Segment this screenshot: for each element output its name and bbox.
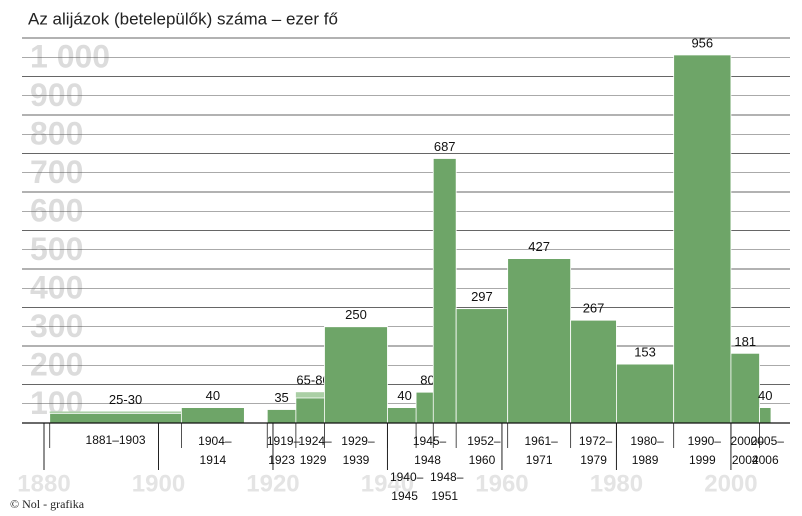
- value-label: 687: [434, 139, 456, 154]
- category-label: 1914: [200, 453, 227, 467]
- category-label: 1961–: [524, 434, 558, 448]
- category-label: 1980–: [630, 434, 664, 448]
- value-label: 40: [397, 388, 411, 403]
- category-label: 2000–: [731, 434, 765, 448]
- y-tick-label: 900: [30, 77, 83, 113]
- x-tick-label: 2000: [704, 470, 757, 497]
- value-label: 40: [206, 388, 220, 403]
- category-label: 2006: [752, 453, 779, 467]
- bar: [324, 326, 388, 424]
- y-tick-label: 300: [30, 308, 83, 344]
- value-label: 250: [345, 307, 367, 322]
- category-label: 1919–: [267, 434, 301, 448]
- value-label: 297: [471, 289, 493, 304]
- value-label: 35: [274, 390, 288, 405]
- value-label: 153: [634, 345, 656, 360]
- y-tick-label: 600: [30, 192, 83, 228]
- y-tick-label: 800: [30, 115, 83, 151]
- y-tick-label: 200: [30, 346, 83, 382]
- category-label: 2005–: [751, 434, 785, 448]
- category-label: 1904–: [198, 434, 232, 448]
- bar: [616, 363, 675, 424]
- category-label: 1939: [343, 453, 370, 467]
- bar: [49, 412, 182, 424]
- category-label: 1972–: [579, 434, 613, 448]
- category-label: 1881–1903: [86, 433, 146, 447]
- bar: [455, 308, 509, 424]
- category-label: 1948–: [430, 470, 464, 484]
- x-tick-label: 1980: [590, 470, 643, 497]
- bar: [570, 319, 617, 424]
- chart-title: Az alijázok (betelepülők) száma – ezer f…: [28, 9, 338, 28]
- category-label: 1960: [469, 453, 496, 467]
- bar: [432, 158, 457, 424]
- value-label: 427: [528, 239, 550, 254]
- value-label: 80: [420, 373, 434, 388]
- bar: [180, 407, 245, 424]
- bar: [266, 409, 297, 424]
- x-tick-label: 1880: [17, 470, 70, 497]
- bar: [673, 54, 732, 424]
- bar: [730, 352, 760, 424]
- bar: [759, 407, 772, 424]
- category-label: 1952–: [467, 434, 501, 448]
- y-tick-label: 700: [30, 154, 83, 190]
- y-tick-label: 1 000: [30, 38, 110, 74]
- category-label: 2004: [732, 453, 759, 467]
- y-tick-label: 400: [30, 269, 83, 305]
- x-tick-label: 1900: [132, 470, 185, 497]
- x-tick-label: 1960: [475, 470, 528, 497]
- value-label: 65-80: [296, 373, 329, 388]
- category-label: 1971: [526, 453, 553, 467]
- bar: [507, 258, 572, 424]
- category-label: 1924–: [298, 434, 332, 448]
- x-tick-label: 1920: [246, 470, 299, 497]
- category-label: 1940–: [390, 470, 424, 484]
- category-label: 1999: [689, 453, 716, 467]
- category-label: 1945–: [413, 434, 447, 448]
- value-label: 25-30: [109, 392, 142, 407]
- category-label: 1948: [414, 453, 441, 467]
- category-label: 1929: [300, 453, 327, 467]
- y-tick-label: 500: [30, 231, 83, 267]
- category-label: 1923: [268, 453, 295, 467]
- value-label: 267: [583, 301, 605, 316]
- value-label: 956: [691, 35, 713, 50]
- category-label: 1979: [580, 453, 607, 467]
- value-label: 40: [758, 388, 772, 403]
- category-label: 1990–: [688, 434, 722, 448]
- value-label: 181: [734, 334, 756, 349]
- x-tick-label: 1940: [361, 470, 414, 497]
- category-label: 1989: [632, 453, 659, 467]
- category-label: 1945: [391, 489, 418, 503]
- category-label: 1929–: [341, 434, 375, 448]
- footer: © Nol - grafika: [10, 497, 85, 511]
- category-label: 1951: [431, 489, 458, 503]
